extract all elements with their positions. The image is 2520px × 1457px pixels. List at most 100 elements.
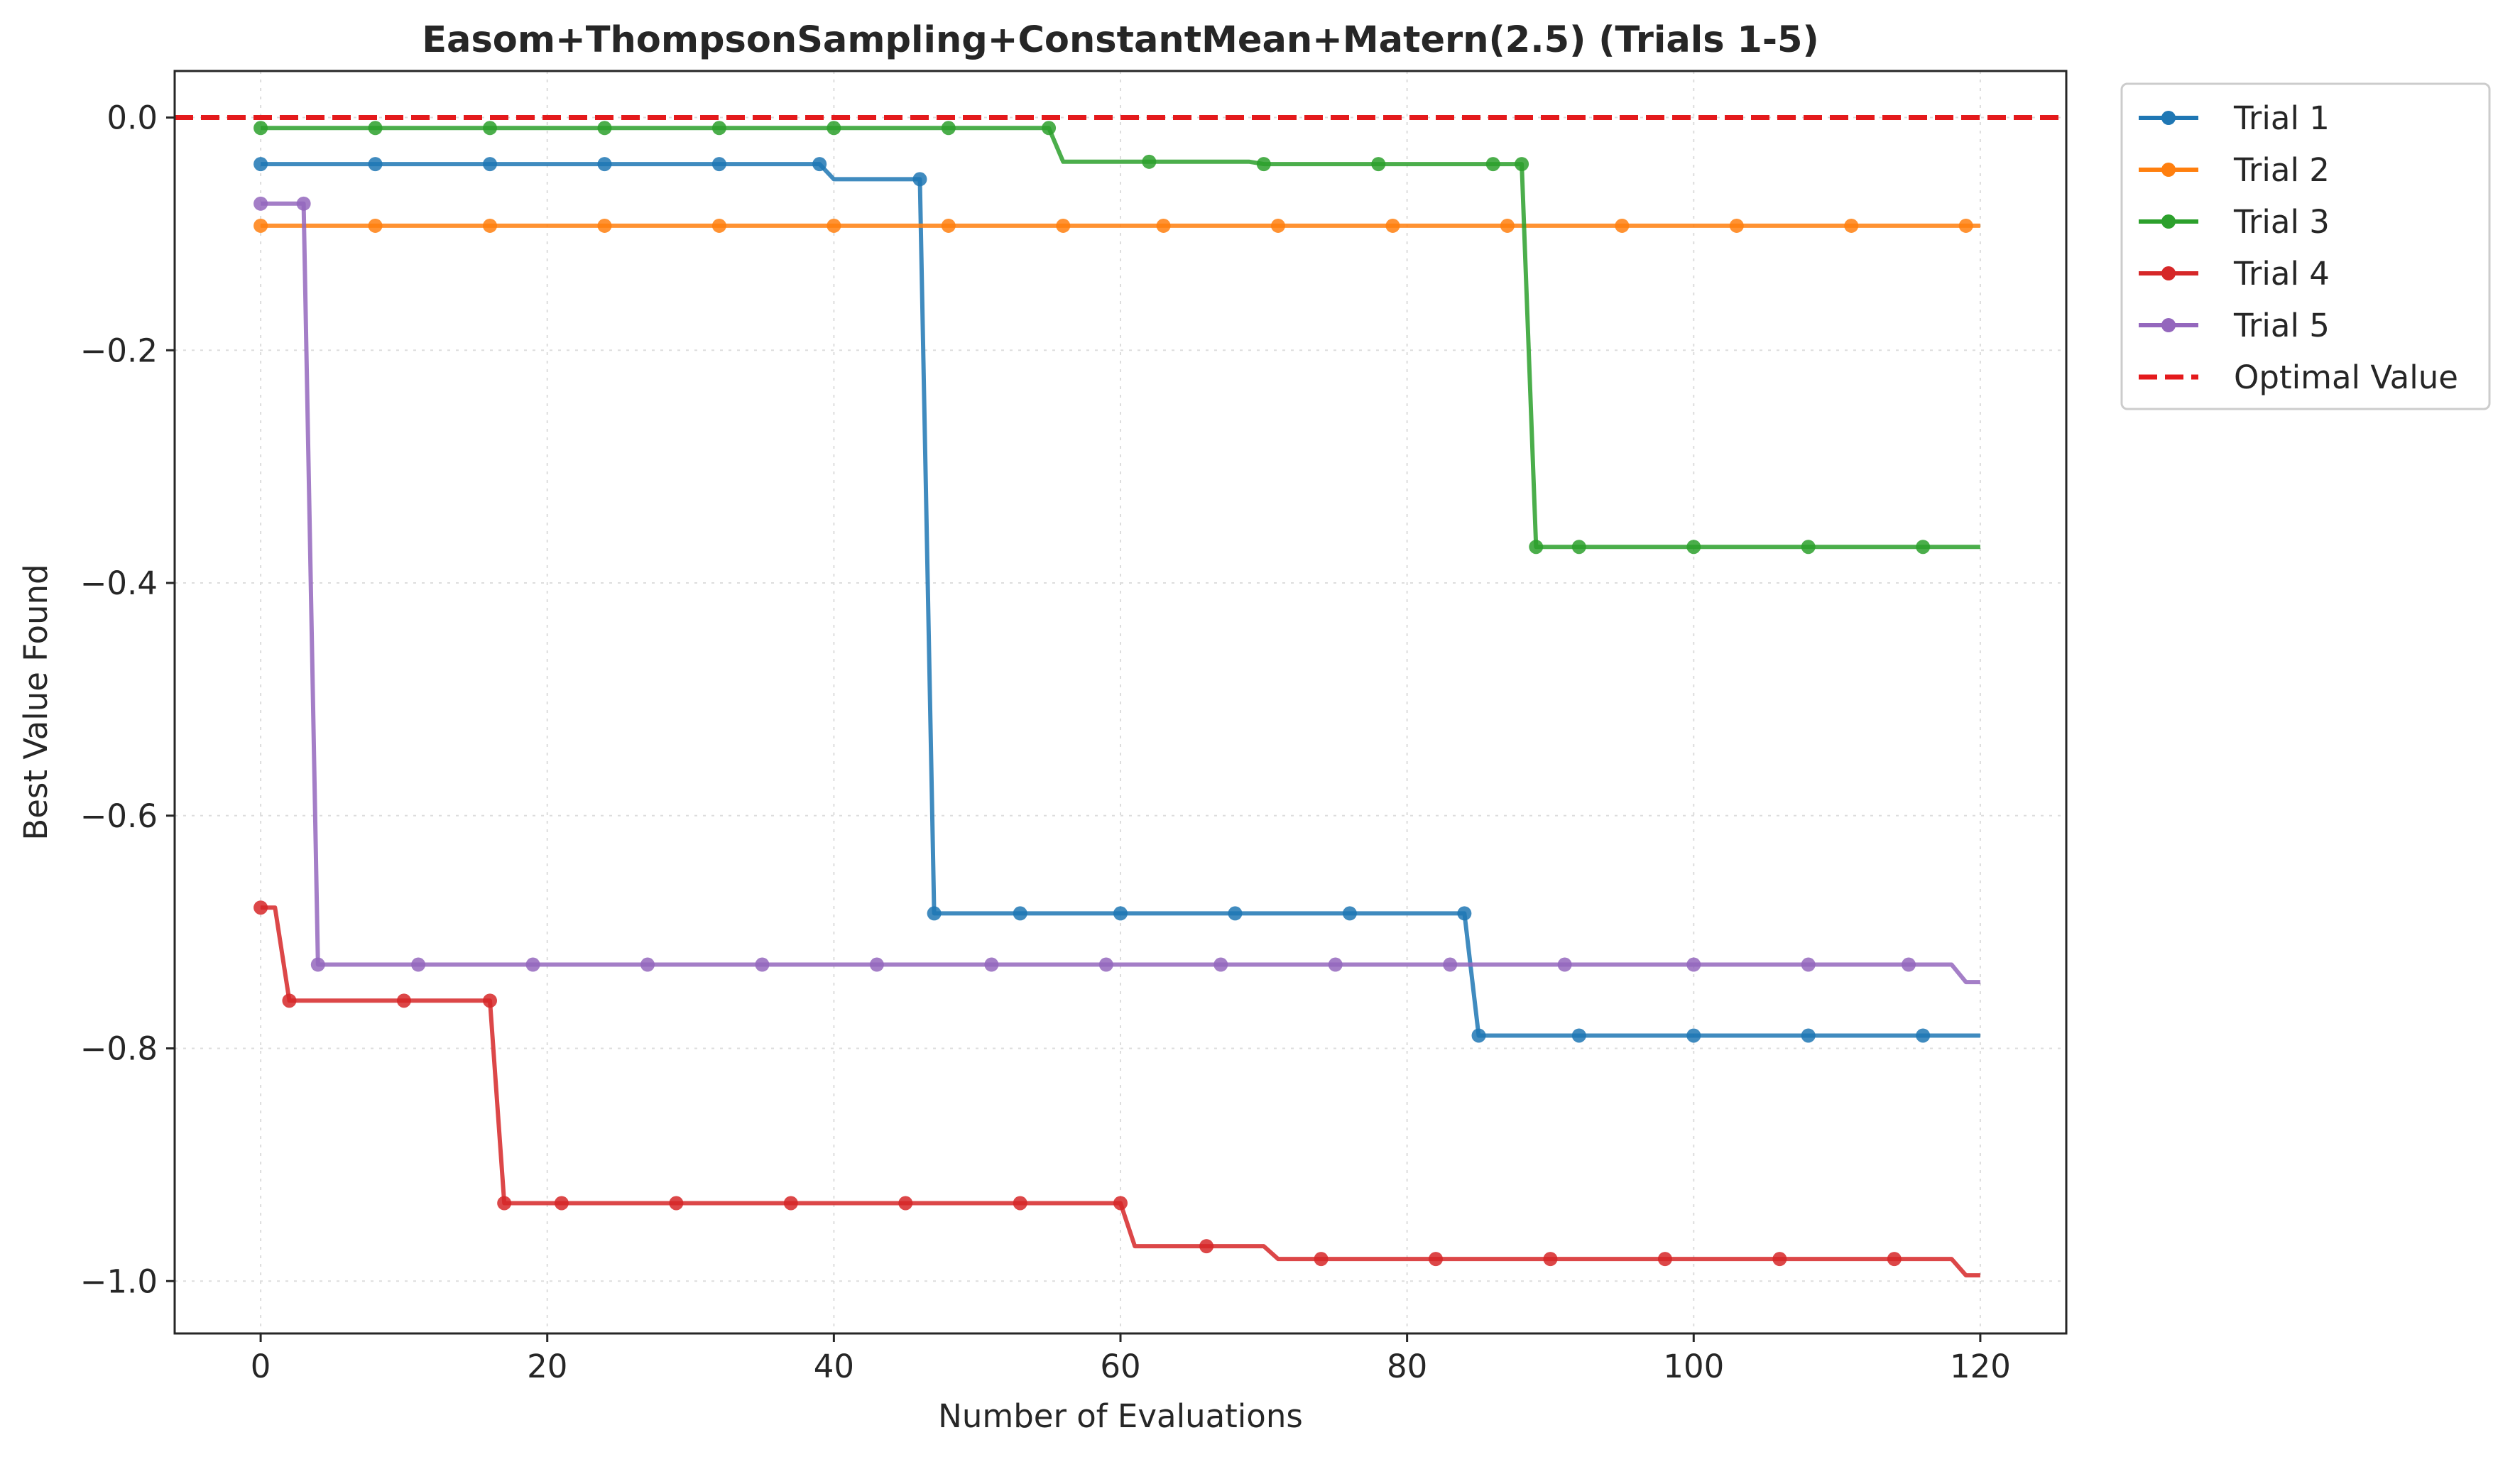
data-point [898, 1196, 913, 1211]
legend-label: Trial 5 [2233, 307, 2330, 344]
data-point [597, 157, 612, 172]
x-tick-label: 0 [251, 1348, 271, 1385]
data-point [368, 218, 383, 233]
data-point [1543, 1252, 1558, 1267]
legend-label: Trial 1 [2233, 99, 2330, 137]
data-point [1844, 218, 1859, 233]
data-point [1571, 540, 1586, 555]
data-point [812, 157, 827, 172]
series-trial-5 [253, 196, 1980, 985]
data-point [1156, 218, 1171, 233]
data-point [827, 218, 841, 233]
data-point [1443, 957, 1458, 972]
y-tick-label: −0.2 [80, 332, 158, 369]
data-point [1686, 540, 1701, 555]
data-point [1801, 1028, 1816, 1043]
legend-marker [2161, 266, 2176, 280]
data-point [1271, 218, 1285, 233]
data-point [1801, 540, 1816, 555]
series-trial-2 [253, 218, 1980, 233]
x-axis-label: Number of Evaluations [938, 1397, 1303, 1435]
series-trial-4 [253, 900, 1980, 1278]
data-point [1228, 906, 1243, 921]
data-point [941, 218, 956, 233]
x-tick-label: 100 [1663, 1348, 1724, 1385]
series-trial-3 [253, 121, 1980, 555]
legend-marker [2161, 214, 2176, 229]
x-tick-label: 20 [527, 1348, 567, 1385]
data-point [1887, 1252, 1902, 1267]
data-point [1429, 1252, 1443, 1267]
data-point [1098, 957, 1113, 972]
data-point [1142, 154, 1157, 169]
legend-label: Optimal Value [2234, 359, 2458, 396]
data-point [483, 993, 497, 1008]
data-point [310, 957, 325, 972]
data-point [1686, 1028, 1701, 1043]
legend-item: Trial 2 [2139, 151, 2330, 189]
data-point [1515, 157, 1529, 172]
data-point [1199, 1239, 1214, 1254]
data-point [396, 993, 411, 1008]
data-point [1342, 906, 1357, 921]
data-point [1314, 1252, 1329, 1267]
data-point [411, 957, 426, 972]
legend-label: Trial 3 [2233, 203, 2330, 241]
legend-label: Trial 4 [2233, 255, 2330, 293]
data-point [1385, 218, 1400, 233]
data-point [296, 196, 311, 211]
data-point [984, 957, 999, 972]
y-tick-label: −0.4 [80, 564, 158, 602]
data-point [1772, 1252, 1787, 1267]
data-point [597, 121, 612, 136]
series-line [261, 905, 1980, 1278]
data-point [783, 1196, 798, 1211]
data-point [927, 906, 942, 921]
data-point [1801, 957, 1816, 972]
x-tick-label: 40 [814, 1348, 854, 1385]
data-point [1113, 906, 1128, 921]
data-point [253, 900, 268, 915]
data-point [253, 196, 268, 211]
data-point [1471, 1028, 1486, 1043]
data-point [1557, 957, 1572, 972]
data-point [1571, 1028, 1586, 1043]
data-point [1213, 957, 1228, 972]
data-point [711, 121, 726, 136]
data-point [368, 121, 383, 136]
legend-item: Trial 1 [2139, 99, 2330, 137]
data-point [1916, 540, 1931, 555]
data-point [282, 993, 297, 1008]
data-point [368, 157, 383, 172]
data-point [1657, 1252, 1672, 1267]
x-tick-label: 120 [1950, 1348, 2011, 1385]
legend-item: Trial 5 [2139, 307, 2330, 344]
data-point [1500, 218, 1515, 233]
data-point [483, 121, 497, 136]
data-point [1013, 1196, 1027, 1211]
data-point [711, 157, 726, 172]
data-point [755, 957, 770, 972]
data-point [1457, 906, 1472, 921]
legend-item: Trial 3 [2139, 203, 2330, 241]
data-point [1113, 1196, 1128, 1211]
data-point [827, 121, 841, 136]
data-point [1529, 540, 1544, 555]
y-tick-label: −0.6 [80, 797, 158, 835]
data-point [253, 157, 268, 172]
data-point [525, 957, 540, 972]
legend-marker [2161, 111, 2176, 125]
data-point [1485, 157, 1500, 172]
data-point [1056, 218, 1071, 233]
data-point [869, 957, 884, 972]
data-point [1013, 906, 1027, 921]
data-point [1615, 218, 1630, 233]
data-point [1686, 957, 1701, 972]
x-tick-label: 80 [1387, 1348, 1427, 1385]
y-tick-label: 0.0 [107, 99, 158, 137]
legend-item: Trial 4 [2139, 255, 2330, 293]
data-point [1958, 218, 1973, 233]
series-trial-1 [253, 157, 1980, 1043]
data-point [1256, 157, 1271, 172]
